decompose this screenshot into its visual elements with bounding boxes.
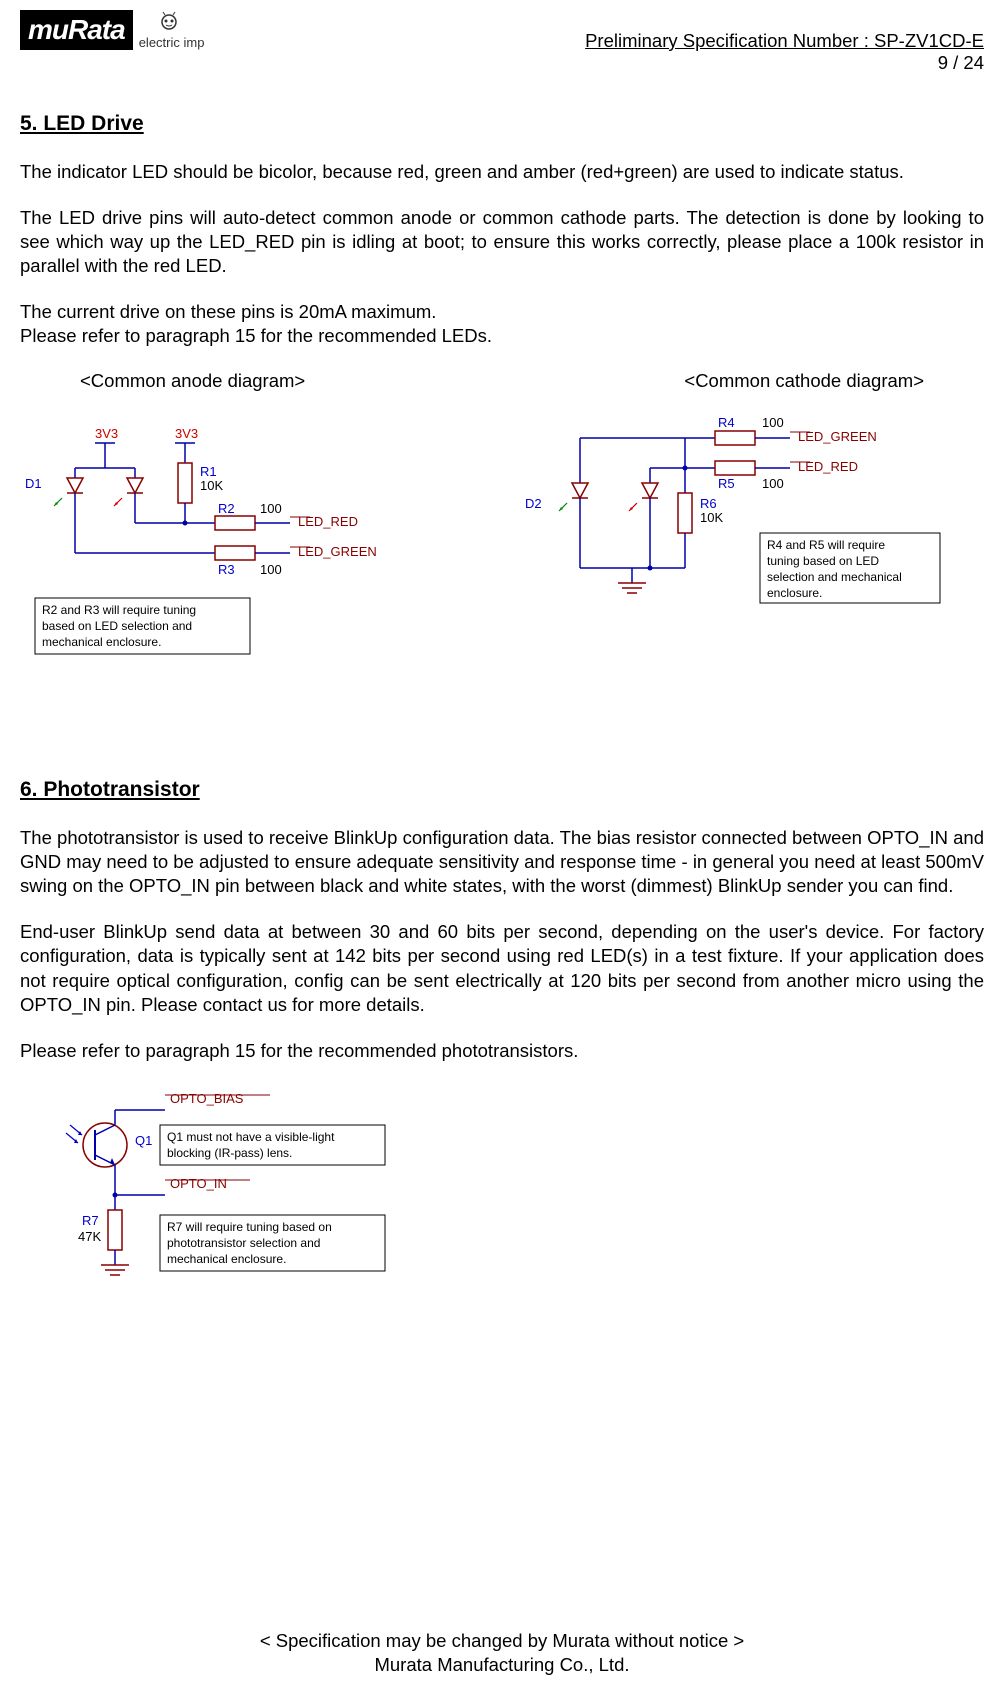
svg-text:47K: 47K: [78, 1229, 101, 1244]
header-right: Preliminary Specification Number : SP-ZV…: [585, 30, 984, 74]
svg-text:phototransistor selection and: phototransistor selection and: [167, 1236, 320, 1250]
s6-p2: End-user BlinkUp send data at between 30…: [20, 920, 984, 1016]
murata-logo: muRata: [20, 10, 133, 50]
section-5-heading: 5. LED Drive: [20, 112, 984, 136]
svg-text:R2: R2: [218, 501, 235, 516]
anode-svg: 3V3 3V3 D1 R1 10K: [20, 408, 490, 718]
svg-text:OPTO_IN: OPTO_IN: [170, 1176, 227, 1191]
sub-brand-text: electric imp: [139, 36, 205, 50]
svg-text:R6: R6: [700, 496, 717, 511]
svg-text:LED_RED: LED_RED: [298, 514, 358, 529]
svg-text:R7 will require tuning based o: R7 will require tuning based on: [167, 1220, 332, 1234]
svg-text:100: 100: [260, 562, 282, 577]
svg-text:selection and mechanical: selection and mechanical: [767, 570, 902, 584]
s5-p3: The current drive on these pins is 20mA …: [20, 300, 984, 324]
svg-text:blocking (IR-pass) lens.: blocking (IR-pass) lens.: [167, 1146, 292, 1160]
svg-text:R1: R1: [200, 464, 217, 479]
svg-text:Q1 must not have a visible-lig: Q1 must not have a visible-light: [167, 1130, 335, 1144]
svg-text:D2: D2: [525, 496, 542, 511]
svg-text:LED_RED: LED_RED: [798, 459, 858, 474]
page-header: muRata electric imp Preliminary Specific…: [20, 10, 984, 74]
svg-text:OPTO_BIAS: OPTO_BIAS: [170, 1091, 244, 1106]
diagrams-row: 3V3 3V3 D1 R1 10K: [20, 408, 984, 718]
diagram-labels: <Common anode diagram> <Common cathode d…: [80, 370, 924, 392]
svg-text:enclosure.: enclosure.: [767, 586, 822, 600]
phototransistor-diagram: OPTO_BIAS Q1 Q1 must not have a visible-…: [20, 1085, 984, 1350]
svg-text:D1: D1: [25, 476, 42, 491]
svg-text:10K: 10K: [200, 478, 223, 493]
svg-text:R2 and R3 will require tuning: R2 and R3 will require tuning: [42, 603, 196, 617]
section-6-heading: 6. Phototransistor: [20, 778, 984, 802]
logo-block: muRata electric imp: [20, 10, 204, 50]
svg-text:100: 100: [260, 501, 282, 516]
page-number: 9 / 24: [585, 52, 984, 74]
svg-text:10K: 10K: [700, 510, 723, 525]
common-anode-diagram: 3V3 3V3 D1 R1 10K: [20, 408, 490, 718]
svg-text:mechanical enclosure.: mechanical enclosure.: [42, 635, 161, 649]
s5-p2: The LED drive pins will auto-detect comm…: [20, 206, 984, 278]
spec-number: Preliminary Specification Number : SP-ZV…: [585, 30, 984, 52]
footer-line-1: < Specification may be changed by Murata…: [0, 1629, 1004, 1653]
s6-p1: The phototransistor is used to receive B…: [20, 826, 984, 898]
svg-text:mechanical enclosure.: mechanical enclosure.: [167, 1252, 286, 1266]
svg-text:R4: R4: [718, 415, 735, 430]
svg-text:R5: R5: [718, 476, 735, 491]
svg-text:Q1: Q1: [135, 1133, 152, 1148]
svg-text:R7: R7: [82, 1213, 99, 1228]
photo-svg: OPTO_BIAS Q1 Q1 must not have a visible-…: [20, 1085, 490, 1345]
svg-text:3V3: 3V3: [175, 426, 198, 441]
svg-text:based on LED selection and: based on LED selection and: [42, 619, 192, 633]
cathode-label: <Common cathode diagram>: [684, 370, 924, 392]
s6-p3: Please refer to paragraph 15 for the rec…: [20, 1039, 984, 1063]
svg-text:3V3: 3V3: [95, 426, 118, 441]
page-footer: < Specification may be changed by Murata…: [0, 1629, 1004, 1677]
svg-text:LED_GREEN: LED_GREEN: [798, 429, 877, 444]
anode-label: <Common anode diagram>: [80, 370, 305, 392]
cathode-svg: R4 100 LED_GREEN R5 100 LED_RED R6 10K D…: [510, 408, 1000, 718]
svg-text:R4 and R5 will require: R4 and R5 will require: [767, 538, 885, 552]
svg-text:100: 100: [762, 415, 784, 430]
s5-p1: The indicator LED should be bicolor, bec…: [20, 160, 984, 184]
svg-text:R3: R3: [218, 562, 235, 577]
svg-text:tuning based on LED: tuning based on LED: [767, 554, 879, 568]
s5-p4: Please refer to paragraph 15 for the rec…: [20, 324, 984, 348]
common-cathode-diagram: R4 100 LED_GREEN R5 100 LED_RED R6 10K D…: [510, 408, 1000, 718]
footer-line-2: Murata Manufacturing Co., Ltd.: [0, 1653, 1004, 1677]
svg-text:LED_GREEN: LED_GREEN: [298, 544, 377, 559]
svg-text:100: 100: [762, 476, 784, 491]
electric-imp-logo: electric imp: [139, 10, 205, 50]
imp-icon: [157, 10, 187, 32]
